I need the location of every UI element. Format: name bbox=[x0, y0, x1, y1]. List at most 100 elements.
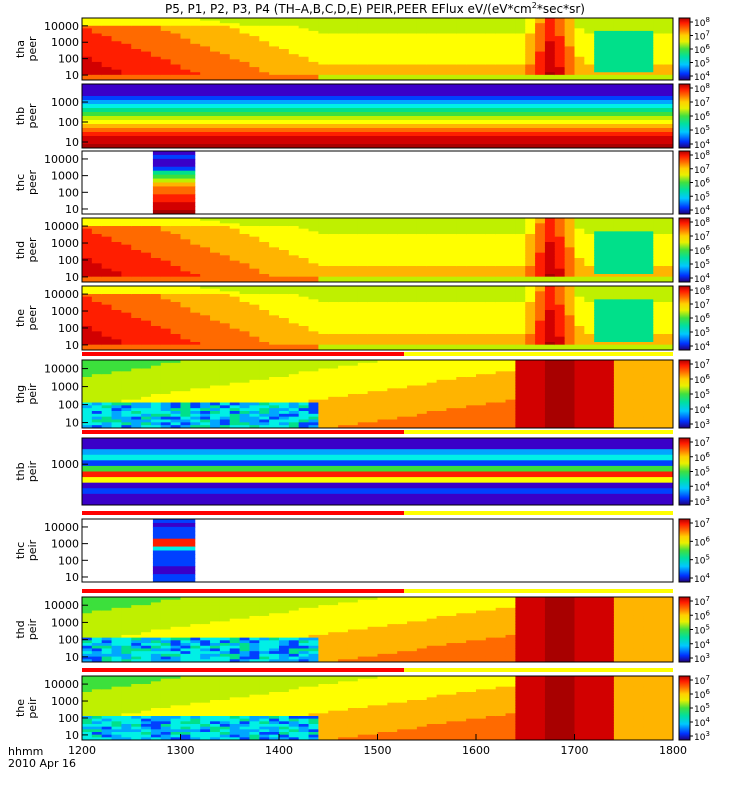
spectrogram-cell bbox=[347, 304, 359, 308]
spectrogram-cell bbox=[505, 286, 516, 290]
spectrogram-cell bbox=[387, 288, 398, 292]
spectrogram-cell bbox=[485, 271, 497, 275]
spectrogram-cell bbox=[535, 30, 546, 35]
spectrogram-cell bbox=[200, 347, 211, 350]
spectrogram-cell bbox=[249, 326, 260, 330]
spectrogram-cell bbox=[288, 54, 300, 58]
spectrogram-cell bbox=[663, 328, 673, 332]
spectrogram-cell bbox=[604, 226, 615, 230]
spectrogram-cell bbox=[249, 271, 260, 275]
spectrogram-cell bbox=[495, 228, 507, 232]
spectrogram-cell bbox=[239, 416, 251, 421]
spectrogram-cell bbox=[485, 286, 497, 290]
spectrogram-cell bbox=[594, 276, 605, 280]
spectrogram-cell bbox=[328, 266, 339, 270]
spectrogram-cell bbox=[574, 318, 585, 322]
spectrogram-cell bbox=[160, 263, 172, 267]
spectrogram-cell bbox=[436, 334, 448, 338]
spectrogram-cell bbox=[357, 336, 369, 340]
spectrogram-cell bbox=[111, 385, 122, 389]
spectrogram-cell bbox=[239, 220, 251, 224]
spectrogram-cell bbox=[564, 30, 576, 35]
spectrogram-cell bbox=[495, 231, 507, 235]
spectrogram-cell bbox=[190, 43, 201, 48]
spectrogram-cell bbox=[357, 250, 369, 254]
spectrogram-cell bbox=[249, 336, 260, 340]
spectrogram-cell bbox=[485, 77, 497, 80]
spectrogram-cell bbox=[554, 271, 566, 275]
spectrogram-cell bbox=[613, 328, 625, 332]
spectrogram-cell bbox=[150, 54, 162, 58]
spectrogram-cell bbox=[446, 276, 457, 280]
spectrogram-cell bbox=[180, 72, 191, 76]
spectrogram-cell bbox=[152, 174, 196, 180]
spectrogram-cell bbox=[446, 266, 457, 270]
spectrogram-cell bbox=[495, 318, 507, 322]
spectrogram-cell bbox=[387, 347, 398, 350]
spectrogram-cell bbox=[101, 299, 113, 303]
spectrogram-cell bbox=[170, 388, 182, 392]
spectrogram-cell bbox=[485, 276, 497, 280]
spectrogram-cell bbox=[653, 77, 664, 80]
spectrogram-cell bbox=[653, 288, 664, 292]
spectrogram-cell bbox=[308, 315, 319, 319]
spectrogram-cell bbox=[367, 347, 379, 350]
spectrogram-cell bbox=[82, 67, 93, 71]
spectrogram-cell bbox=[416, 228, 428, 232]
spectrogram-cell bbox=[219, 266, 231, 270]
spectrogram-cell bbox=[584, 30, 595, 35]
spectrogram-cell bbox=[505, 255, 516, 259]
spectrogram-cell bbox=[150, 242, 162, 246]
spectrogram-cell bbox=[426, 247, 438, 251]
spectrogram-cell bbox=[653, 310, 664, 314]
spectrogram-cell bbox=[643, 288, 654, 292]
spectrogram-cell bbox=[594, 239, 605, 243]
spectrogram-cell bbox=[101, 347, 113, 350]
spectrogram-cell bbox=[397, 252, 408, 256]
spectrogram-cell bbox=[584, 279, 595, 282]
spectrogram-image bbox=[82, 360, 673, 428]
spectrogram-cell bbox=[357, 252, 369, 256]
spectrogram-cell bbox=[121, 260, 132, 264]
spectrogram-cell bbox=[269, 239, 280, 243]
spectrogram-cell bbox=[131, 23, 142, 27]
spectrogram-cell bbox=[111, 25, 122, 29]
spectrogram-cell bbox=[170, 299, 182, 303]
spectrogram-cell bbox=[347, 336, 359, 340]
spectrogram-cell bbox=[633, 72, 645, 76]
spectrogram-cell bbox=[318, 220, 329, 224]
spectrogram-cell bbox=[446, 274, 457, 278]
spectrogram-cell bbox=[387, 342, 398, 346]
spectrogram-cell bbox=[377, 276, 388, 280]
spectrogram-cell bbox=[367, 291, 379, 295]
spectrogram-cell bbox=[564, 226, 576, 230]
spectrogram-cell bbox=[259, 360, 270, 364]
spectrogram-cell bbox=[298, 69, 310, 73]
spectrogram-cell bbox=[554, 46, 566, 50]
spectrogram-cell bbox=[466, 56, 477, 60]
spectrogram-cell bbox=[446, 260, 457, 264]
spectrogram-cell bbox=[446, 69, 457, 73]
spectrogram-cell bbox=[91, 371, 103, 375]
spectrogram-cell bbox=[111, 391, 122, 395]
spectrogram-cell bbox=[180, 218, 191, 222]
spectrogram-cell bbox=[152, 202, 196, 207]
spectrogram-cell bbox=[436, 30, 448, 35]
spectrogram-cell bbox=[308, 234, 319, 238]
spectrogram-cell bbox=[229, 388, 241, 392]
spectrogram-cell bbox=[643, 286, 654, 290]
spectrogram-cell bbox=[111, 30, 122, 35]
spectrogram-cell bbox=[623, 236, 635, 240]
spectrogram-cell bbox=[101, 51, 113, 55]
spectrogram-cell bbox=[91, 422, 103, 426]
spectrogram-cell bbox=[505, 231, 516, 235]
spectrogram-cell bbox=[663, 266, 673, 270]
spectrogram-cell bbox=[436, 64, 448, 68]
spectrogram-cell bbox=[653, 67, 664, 71]
spectrogram-cell bbox=[190, 307, 201, 311]
spectrogram-cell bbox=[544, 41, 556, 45]
spectrogram-cell bbox=[515, 67, 526, 71]
spectrogram-cell bbox=[190, 23, 201, 27]
spectrogram-cell bbox=[525, 43, 536, 48]
